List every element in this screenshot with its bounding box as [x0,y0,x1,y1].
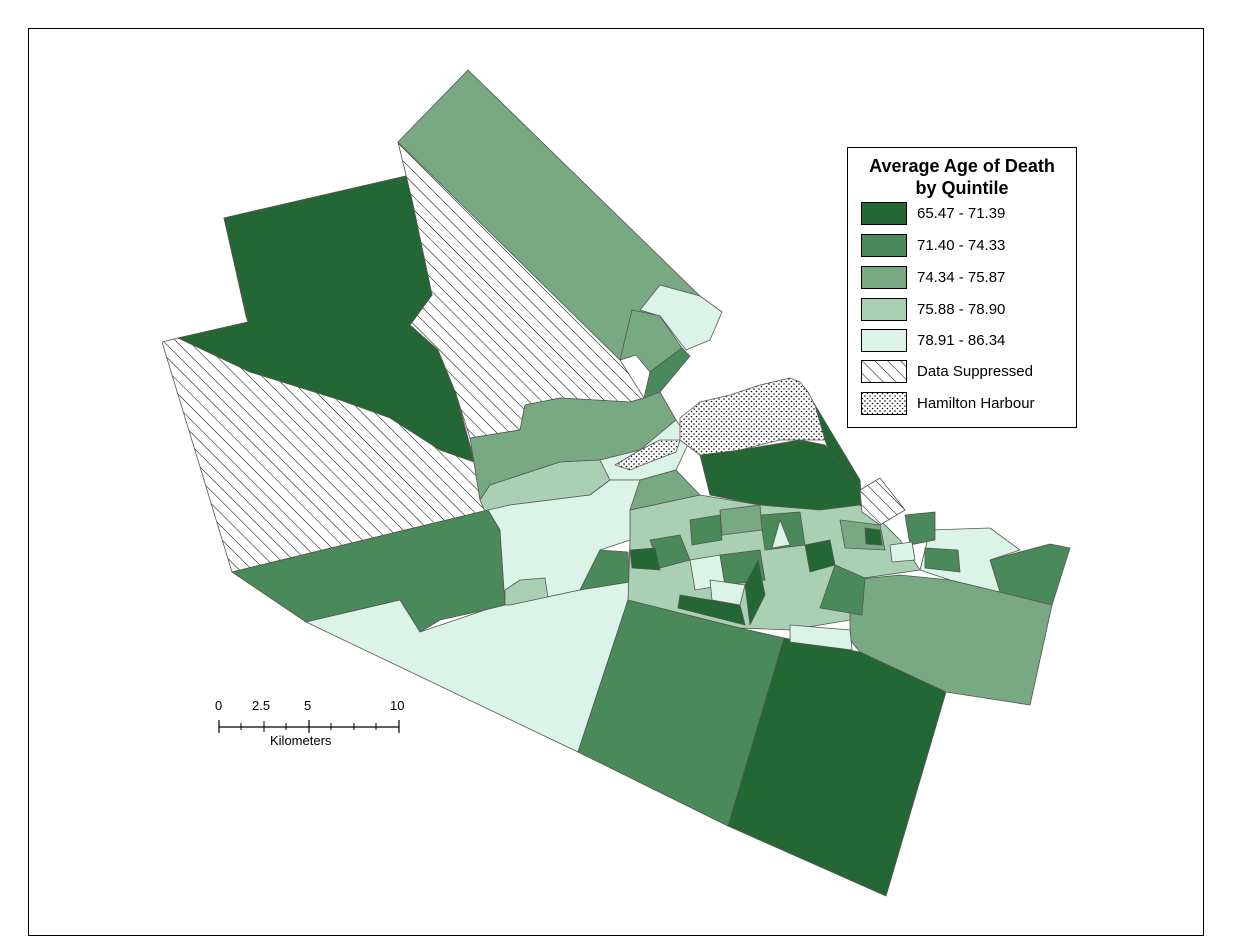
legend-swatch-hatch [861,360,907,383]
legend-label-q1: 65.47 - 71.39 [917,205,1006,222]
region-city-block-o [924,547,961,573]
scale-unit-label: Kilometers [270,733,332,748]
region-city-block-k [789,624,853,651]
region-west-dark [177,175,475,463]
region-east-light [919,527,1021,593]
map-frame [28,28,1204,936]
scale-label-5: 5 [304,698,312,713]
legend-label-q2: 71.40 - 74.33 [917,237,1006,254]
region-lower-city-mid [629,469,701,511]
legend-item-q5: 78.91 - 86.34 [861,329,1071,353]
region-suppressed-harbour [859,477,906,526]
legend-label-q3: 74.34 - 75.87 [917,269,1006,286]
legend-swatch-dots [861,392,907,415]
legend-label-q5: 78.91 - 86.34 [917,332,1006,349]
region-city-block-j [819,564,866,616]
region-city-block-f [709,579,746,606]
region-east-mid [904,511,936,546]
region-city-block-b [629,547,661,571]
legend-item-q2: 71.40 - 74.33 [861,234,1071,258]
legend-title-line1: Average Age of Death [869,156,1055,176]
legend-swatch-q1 [861,202,907,225]
scale-label-0: 0 [215,698,223,713]
legend-label-harbour: Hamilton Harbour [917,395,1035,412]
map-legend: Average Age of Death by Quintile 65.47 -… [847,147,1077,428]
region-city-block-m [864,527,883,546]
legend-swatch-q4 [861,298,907,321]
legend-item-harbour: Hamilton Harbour [861,392,1071,416]
legend-swatch-q5 [861,329,907,352]
legend-item-suppressed: Data Suppressed [861,360,1071,384]
legend-swatch-q3 [861,266,907,289]
scale-label-2-5: 2.5 [252,698,271,713]
region-north-east [639,284,723,351]
legend-label-suppressed: Data Suppressed [917,363,1033,380]
legend-title: Average Age of Death by Quintile [848,155,1076,199]
region-city-block-n [889,541,916,563]
legend-label-q4: 75.88 - 78.90 [917,301,1006,318]
legend-item-q1: 65.47 - 71.39 [861,202,1071,226]
region-city-block-q [719,504,763,536]
region-lower-city-dark [699,439,861,511]
hamilton-harbour [679,377,826,456]
region-east [849,574,1053,706]
scale-bar: 0 2.5 5 10 Kilometers [212,698,412,750]
legend-title-line2: by Quintile [915,178,1009,198]
region-city-block-g [744,559,766,626]
harbour-inlet [614,439,681,471]
legend-item-q3: 74.34 - 75.87 [861,266,1071,290]
legend-swatch-q2 [861,234,907,257]
scale-bar-line [218,720,400,733]
region-city-block-r [689,514,723,546]
region-city-block-p [771,519,791,549]
scale-label-10: 10 [390,698,405,713]
region-north-small-2 [643,347,691,399]
legend-item-q4: 75.88 - 78.90 [861,298,1071,322]
